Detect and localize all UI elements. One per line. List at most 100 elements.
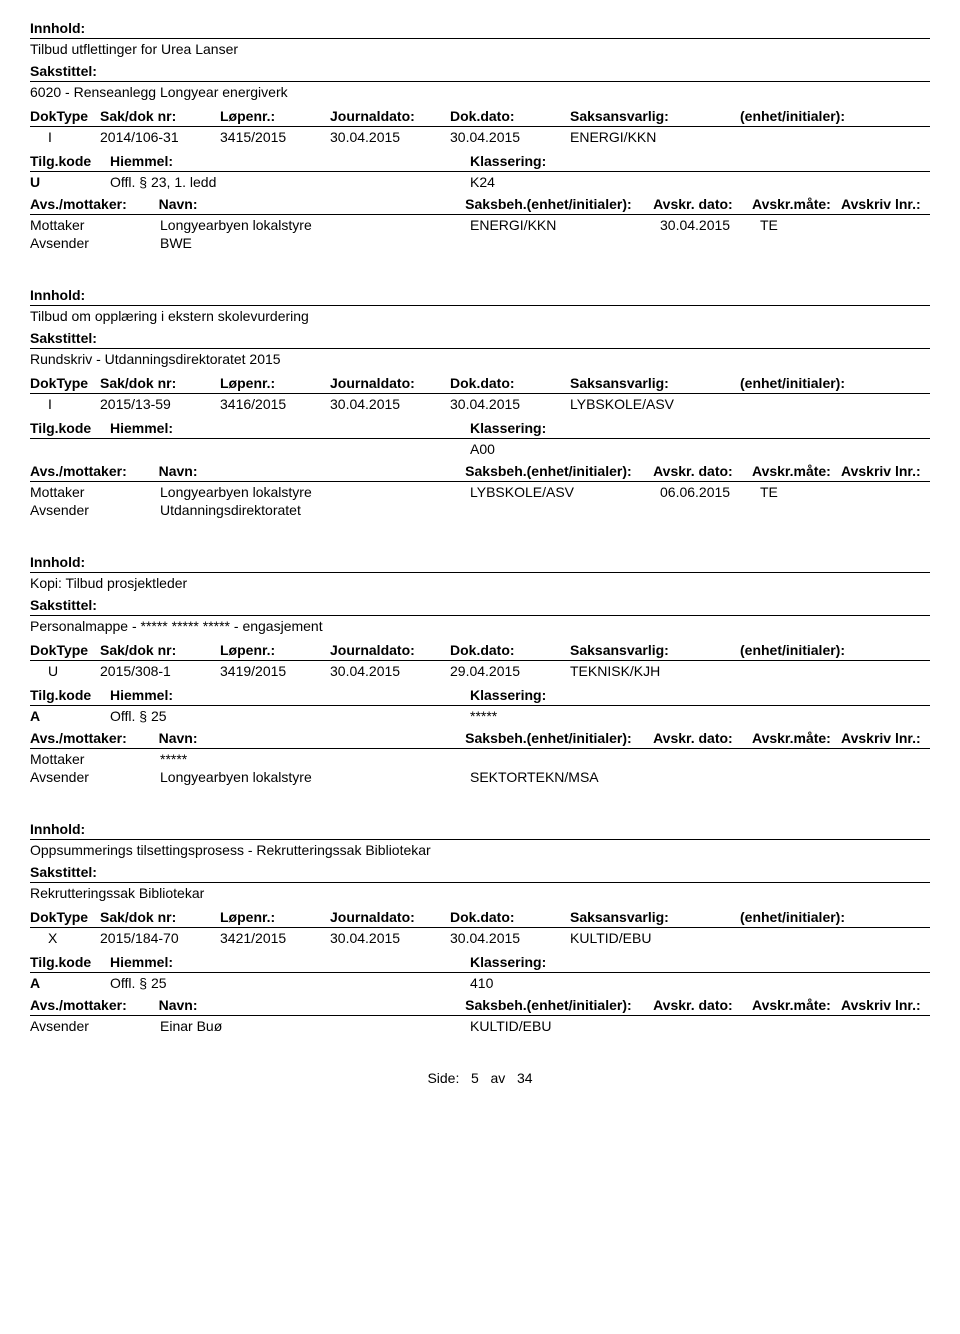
hdr-doktype: DokType <box>30 375 100 391</box>
party-saksbeh: ENERGI/KKN <box>470 217 660 233</box>
hdr-dokdato: Dok.dato: <box>450 375 570 391</box>
party-navn: Einar Buø <box>160 1018 470 1034</box>
hdr-navn: Navn: <box>159 196 466 212</box>
val-tilgkode: A <box>30 975 110 991</box>
val-klassering: 410 <box>470 975 493 991</box>
hdr-enhet: (enhet/initialer): <box>740 108 890 124</box>
hdr-avskrivlnr: Avskriv lnr.: <box>841 196 930 212</box>
hdr-dokdato: Dok.dato: <box>450 642 570 658</box>
val-journaldato: 30.04.2015 <box>330 396 450 412</box>
hdr-lopenr: Løpenr.: <box>220 909 330 925</box>
tilg-klass-values: A Offl. § 25 410 <box>30 975 930 991</box>
footer-av: av <box>491 1070 506 1086</box>
hdr-saksansvarlig: Saksansvarlig: <box>570 375 740 391</box>
hdr-doktype: DokType <box>30 642 100 658</box>
tilg-klass-row: Tilg.kode Hiemmel: Klassering: <box>30 687 930 703</box>
hdr-doktype: DokType <box>30 909 100 925</box>
val-journaldato: 30.04.2015 <box>330 930 450 946</box>
party-avskrdato: 06.06.2015 <box>660 484 760 500</box>
val-klassering: ***** <box>470 708 497 724</box>
party-row: Mottaker Longyearbyen lokalstyre ENERGI/… <box>30 217 930 233</box>
separator <box>30 438 930 439</box>
party-saksbeh: LYBSKOLE/ASV <box>470 484 660 500</box>
hdr-avskrdato: Avskr. dato: <box>653 196 752 212</box>
hdr-hjemmel: Hiemmel: <box>110 420 173 436</box>
party-navn: Longyearbyen lokalstyre <box>160 484 470 500</box>
hdr-avskrdato: Avskr. dato: <box>653 997 752 1013</box>
party-navn: Longyearbyen lokalstyre <box>160 217 470 233</box>
party-headers: Avs./mottaker: Navn: Saksbeh.(enhet/init… <box>30 997 930 1013</box>
party-row: Avsender Utdanningsdirektoratet <box>30 502 930 518</box>
val-tilgkode: U <box>30 174 110 190</box>
doc-headers: DokType Sak/dok nr: Løpenr.: Journaldato… <box>30 108 930 124</box>
val-dokdato: 29.04.2015 <box>450 663 570 679</box>
separator <box>30 1015 930 1016</box>
separator <box>30 615 930 616</box>
party-avskrdato: 30.04.2015 <box>660 217 760 233</box>
page-footer: Side: 5 av 34 <box>30 1070 930 1086</box>
tilg-klass-values: A Offl. § 25 ***** <box>30 708 930 724</box>
val-klassering: A00 <box>470 441 495 457</box>
sakstittel-label: Sakstittel: <box>30 864 930 880</box>
party-avskrmate: TE <box>760 217 850 233</box>
hdr-klassering: Klassering: <box>470 153 546 169</box>
hdr-navn: Navn: <box>159 730 466 746</box>
val-tilgkode: A <box>30 708 110 724</box>
hdr-avskrdato: Avskr. dato: <box>653 463 752 479</box>
hdr-journaldato: Journaldato: <box>330 375 450 391</box>
journal-record: Innhold: Tilbud om opplæring i ekstern s… <box>30 287 930 518</box>
party-role: Avsender <box>30 235 160 251</box>
val-hjemmel: Offl. § 25 <box>110 708 167 724</box>
sakstittel-value: Rekrutteringssak Bibliotekar <box>30 885 930 901</box>
separator <box>30 481 930 482</box>
hdr-tilgkode: Tilg.kode <box>30 420 110 436</box>
tilg-klass-row: Tilg.kode Hiemmel: Klassering: <box>30 153 930 169</box>
val-journaldato: 30.04.2015 <box>330 129 450 145</box>
tilg-klass-values: A00 <box>30 441 930 457</box>
val-tilgkode <box>30 441 110 457</box>
party-role: Mottaker <box>30 751 160 767</box>
journal-record: Innhold: Tilbud utflettinger for Urea La… <box>30 20 930 251</box>
footer-total: 34 <box>517 1070 533 1086</box>
hdr-saksansvarlig: Saksansvarlig: <box>570 909 740 925</box>
val-doktype: X <box>30 930 100 946</box>
val-doktype: U <box>30 663 100 679</box>
journal-record: Innhold: Oppsummerings tilsettingsproses… <box>30 821 930 1034</box>
party-role: Avsender <box>30 1018 160 1034</box>
val-saksansvarlig: LYBSKOLE/ASV <box>570 396 740 412</box>
separator <box>30 214 930 215</box>
hdr-journaldato: Journaldato: <box>330 642 450 658</box>
party-navn: BWE <box>160 235 470 251</box>
hdr-avsmottaker: Avs./mottaker: <box>30 196 159 212</box>
hdr-avskrivlnr: Avskriv lnr.: <box>841 997 930 1013</box>
innhold-label: Innhold: <box>30 287 930 303</box>
doc-headers: DokType Sak/dok nr: Løpenr.: Journaldato… <box>30 375 930 391</box>
party-saksbeh: KULTID/EBU <box>470 1018 660 1034</box>
hdr-avskrivlnr: Avskriv lnr.: <box>841 463 930 479</box>
hdr-avskrivlnr: Avskriv lnr.: <box>841 730 930 746</box>
val-saknr: 2015/13-59 <box>100 396 220 412</box>
val-journaldato: 30.04.2015 <box>330 663 450 679</box>
party-navn: Utdanningsdirektoratet <box>160 502 470 518</box>
innhold-value: Kopi: Tilbud prosjektleder <box>30 575 930 591</box>
party-saksbeh: SEKTORTEKN/MSA <box>470 769 660 785</box>
hdr-saknr: Sak/dok nr: <box>100 642 220 658</box>
sakstittel-value: Personalmappe - ***** ***** ***** - enga… <box>30 618 930 634</box>
hdr-saknr: Sak/dok nr: <box>100 375 220 391</box>
hdr-saksbeh: Saksbeh.(enhet/initialer): <box>465 997 653 1013</box>
hdr-journaldato: Journaldato: <box>330 909 450 925</box>
innhold-value: Tilbud om opplæring i ekstern skolevurde… <box>30 308 930 324</box>
party-row: Avsender Longyearbyen lokalstyre SEKTORT… <box>30 769 930 785</box>
party-role: Avsender <box>30 769 160 785</box>
doc-values: I 2015/13-59 3416/2015 30.04.2015 30.04.… <box>30 396 930 412</box>
val-saksansvarlig: ENERGI/KKN <box>570 129 740 145</box>
separator <box>30 705 930 706</box>
hdr-tilgkode: Tilg.kode <box>30 954 110 970</box>
separator <box>30 839 930 840</box>
footer-page: 5 <box>471 1070 479 1086</box>
hdr-doktype: DokType <box>30 108 100 124</box>
hdr-avsmottaker: Avs./mottaker: <box>30 997 159 1013</box>
hdr-saksbeh: Saksbeh.(enhet/initialer): <box>465 730 653 746</box>
hdr-lopenr: Løpenr.: <box>220 642 330 658</box>
val-saknr: 2014/106-31 <box>100 129 220 145</box>
